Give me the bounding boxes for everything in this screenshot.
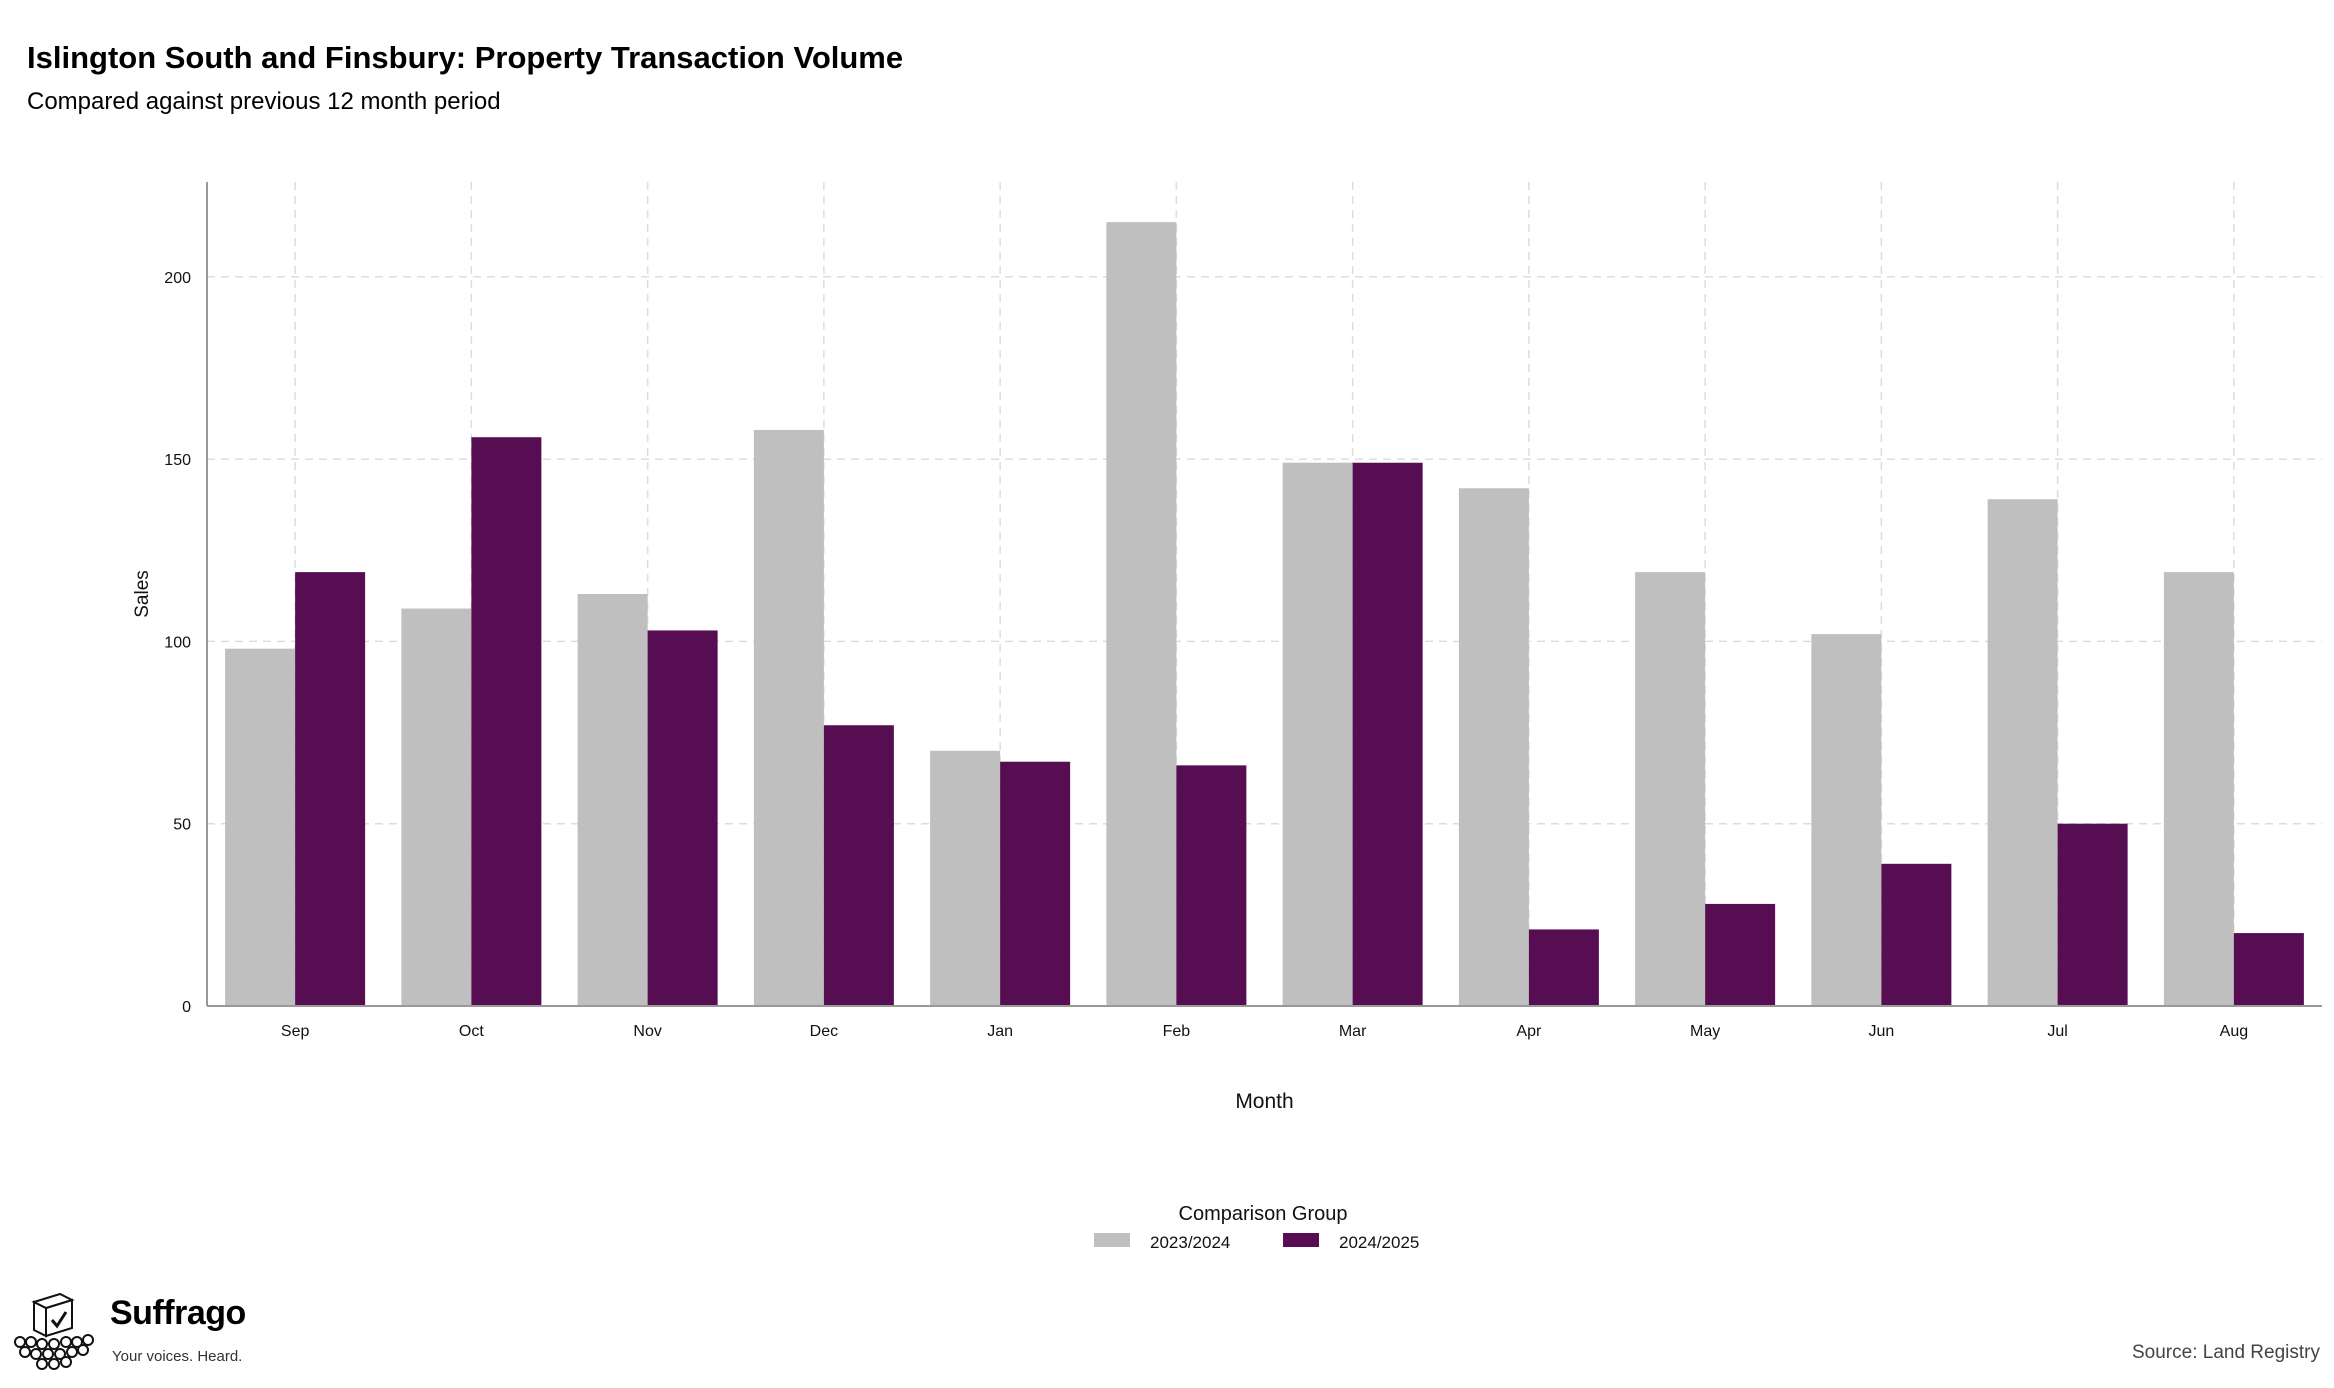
bar-2024-2025-nov — [647, 630, 718, 1006]
x-tick-label: Jun — [1868, 1023, 1894, 1040]
ballot-box-icon — [14, 1292, 94, 1370]
legend-title: Comparison Group — [1179, 1203, 1348, 1225]
chart-subtitle: Compared against previous 12 month perio… — [27, 88, 501, 115]
bar-2023-2024-aug — [2163, 572, 2234, 1006]
bar-2023-2024-sep — [225, 648, 296, 1006]
x-tick-label: Apr — [1516, 1023, 1542, 1040]
legend-swatch — [1094, 1233, 1130, 1247]
x-tick-label: Dec — [810, 1023, 838, 1040]
bar-2023-2024-apr — [1458, 488, 1529, 1006]
bar-2024-2025-apr — [1528, 929, 1599, 1006]
bar-2023-2024-jul — [1987, 499, 2058, 1006]
logo-name: Suffrago — [110, 1294, 246, 1332]
x-axis-title: Month — [1235, 1090, 1293, 1113]
bar-2024-2025-jun — [1881, 863, 1952, 1006]
bar-2023-2024-jan — [930, 750, 1001, 1006]
x-tick-label: Sep — [281, 1023, 310, 1040]
x-tick-label: May — [1690, 1023, 1720, 1040]
x-tick-label: Mar — [1339, 1023, 1367, 1040]
x-tick-label: Jan — [987, 1023, 1013, 1040]
bar-2024-2025-jul — [2057, 823, 2128, 1006]
bar-2024-2025-aug — [2233, 933, 2304, 1006]
bar-2023-2024-may — [1635, 572, 1706, 1006]
bar-2024-2025-oct — [471, 437, 542, 1006]
bar-2024-2025-mar — [1352, 462, 1423, 1006]
bar-chart: 0 50 100 150 200 Sep Oct Nov Dec Jan Feb Mar Apr May J… — [132, 182, 2322, 1252]
bar-2023-2024-jun — [1811, 634, 1882, 1006]
legend-label: 2023/2024 — [1150, 1233, 1230, 1252]
y-tick-label: 200 — [164, 270, 191, 287]
bar-2024-2025-sep — [295, 572, 366, 1006]
suffrago-logo: Suffrago Your voices. Heard. — [14, 1290, 274, 1380]
bar-2024-2025-jan — [1000, 761, 1071, 1006]
x-tick-label: Aug — [2220, 1023, 2248, 1040]
x-tick-label: Feb — [1163, 1023, 1191, 1040]
bar-2023-2024-feb — [1106, 222, 1177, 1006]
x-tick-label: Oct — [459, 1023, 484, 1040]
bar-2023-2024-mar — [1282, 462, 1353, 1006]
legend-label: 2024/2025 — [1339, 1233, 1419, 1252]
y-tick-label: 150 — [164, 452, 191, 469]
x-tick-label: Nov — [633, 1023, 661, 1040]
bar-2024-2025-feb — [1176, 765, 1247, 1006]
source-note: Source: Land Registry — [2132, 1342, 2320, 1363]
x-tick-label: Jul — [2047, 1023, 2067, 1040]
bar-2023-2024-dec — [753, 429, 824, 1006]
bar-2023-2024-nov — [577, 594, 648, 1006]
y-tick-label: 50 — [173, 817, 191, 834]
chart-title: Islington South and Finsbury: Property T… — [27, 40, 904, 75]
y-tick-label: 100 — [164, 634, 191, 651]
legend-swatch — [1283, 1233, 1319, 1247]
bar-2023-2024-oct — [401, 608, 472, 1006]
bar-2024-2025-dec — [823, 725, 894, 1006]
bar-2024-2025-may — [1705, 903, 1776, 1006]
logo-tagline: Your voices. Heard. — [112, 1348, 243, 1365]
y-axis-title: Sales — [132, 570, 153, 618]
y-tick-label: 0 — [182, 999, 191, 1016]
